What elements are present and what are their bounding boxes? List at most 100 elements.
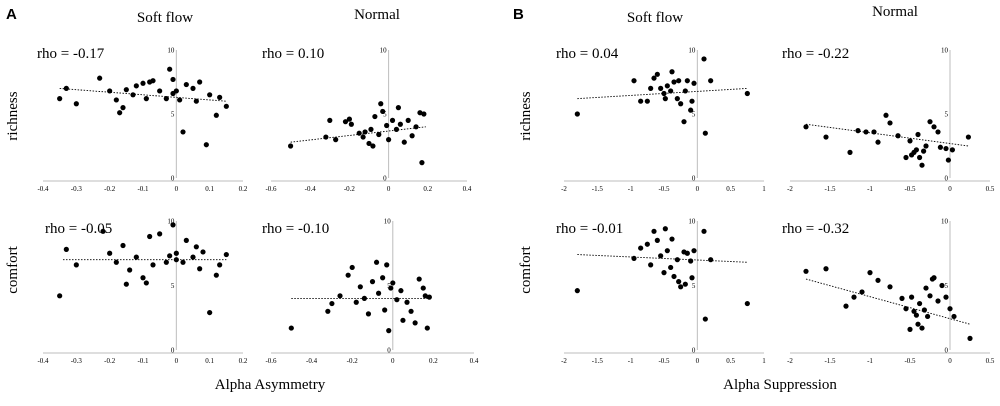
data-point <box>923 285 929 291</box>
data-point <box>927 119 933 125</box>
data-point <box>803 124 809 130</box>
data-point <box>123 281 129 287</box>
data-point <box>380 108 386 115</box>
x-tick-label: -1 <box>628 185 634 193</box>
x-tick-label: -2 <box>787 357 793 365</box>
x-tick-label: 0.5 <box>986 357 995 365</box>
x-tick-label: 0.5 <box>726 185 735 193</box>
data-point <box>903 306 909 312</box>
data-point <box>207 92 213 98</box>
y-tick-label: 0 <box>692 175 696 183</box>
data-point <box>689 98 695 104</box>
data-point <box>386 137 392 143</box>
data-point <box>664 83 670 89</box>
x-tick-label: 0 <box>696 357 700 365</box>
y-tick-label: 5 <box>171 282 175 290</box>
data-point <box>183 237 189 243</box>
data-point <box>943 145 949 152</box>
data-point <box>644 241 650 247</box>
data-point <box>676 78 682 84</box>
data-point <box>372 113 378 120</box>
data-point <box>380 275 386 281</box>
data-point <box>133 83 139 89</box>
y-tick-label: 5 <box>171 111 175 119</box>
data-point <box>913 312 920 318</box>
y-tick-label: 5 <box>383 111 387 119</box>
data-point <box>688 258 694 264</box>
data-point <box>190 85 196 91</box>
data-point <box>661 270 667 276</box>
data-point <box>664 248 670 254</box>
data-point <box>100 228 106 234</box>
data-point <box>147 233 153 240</box>
subplot-a-normal-richness: -0.6 -0.4 -0.2 0 0.2 0.4 10 5 0 rho = 0.10 <box>262 46 472 193</box>
data-point <box>382 307 388 313</box>
data-point <box>823 266 829 272</box>
data-point <box>207 309 213 316</box>
data-point <box>855 128 861 134</box>
data-point <box>925 313 931 320</box>
x-tick-label: -1 <box>867 185 873 193</box>
data-point <box>370 143 376 149</box>
data-point <box>157 231 163 237</box>
data-point <box>662 226 668 232</box>
x-tick-label: 0.2 <box>429 357 438 365</box>
y-tick-label: 0 <box>387 347 391 355</box>
data-point <box>357 284 363 290</box>
subplot-b-normal-richness: -2 -1.5 -1 -0.5 0 0.5 10 5 0 rho = -0.22 <box>782 46 995 193</box>
data-point <box>203 142 209 148</box>
x-tick-label: 0.4 <box>463 185 472 193</box>
data-point <box>386 328 392 334</box>
data-point <box>945 157 952 163</box>
data-point <box>365 311 372 317</box>
data-point <box>422 293 428 299</box>
data-point <box>921 148 927 154</box>
subplot-a-soft-flow-comfort: -0.4 -0.3 -0.2 -0.1 0 0.1 0.2 10 5 0 rho = -0.05 <box>37 218 247 366</box>
x-axis-label-b: Alpha Suppression <box>723 377 837 393</box>
data-point <box>875 277 881 283</box>
data-point <box>917 300 923 307</box>
data-point <box>173 250 179 256</box>
data-point <box>57 96 63 102</box>
data-point <box>420 285 426 291</box>
data-point <box>394 297 400 303</box>
row-label-a-richness: richness <box>5 91 21 140</box>
data-point <box>337 293 343 299</box>
y-tick-label: 10 <box>688 47 696 55</box>
y-tick-label: 10 <box>167 47 175 55</box>
x-tick-label: 0 <box>948 185 952 193</box>
data-point <box>130 92 136 98</box>
data-point <box>288 143 294 149</box>
data-point <box>378 101 384 107</box>
data-point <box>408 308 414 314</box>
data-point <box>684 78 690 84</box>
data-point <box>907 138 913 144</box>
data-point <box>631 255 637 262</box>
data-point <box>342 119 349 125</box>
data-point <box>887 120 893 126</box>
data-point <box>369 279 376 285</box>
rho-annotation: rho = -0.32 <box>782 221 849 237</box>
data-point <box>943 294 949 300</box>
data-point <box>376 131 382 138</box>
x-tick-label: -1.5 <box>824 357 836 365</box>
data-point <box>674 257 680 263</box>
data-point <box>150 78 156 84</box>
data-point <box>362 129 368 135</box>
data-point <box>127 267 133 273</box>
data-point <box>143 96 149 102</box>
data-point <box>678 284 684 290</box>
data-point <box>353 299 359 305</box>
data-point <box>911 308 917 314</box>
data-point <box>360 134 366 140</box>
data-point <box>867 270 873 276</box>
data-point <box>847 149 853 155</box>
data-point <box>348 121 354 127</box>
data-point <box>424 325 430 331</box>
row-label-b-comfort: comfort <box>518 245 534 293</box>
y-tick-label: 5 <box>692 111 696 119</box>
data-point <box>927 293 933 299</box>
data-point <box>223 103 229 109</box>
data-point <box>389 117 396 123</box>
